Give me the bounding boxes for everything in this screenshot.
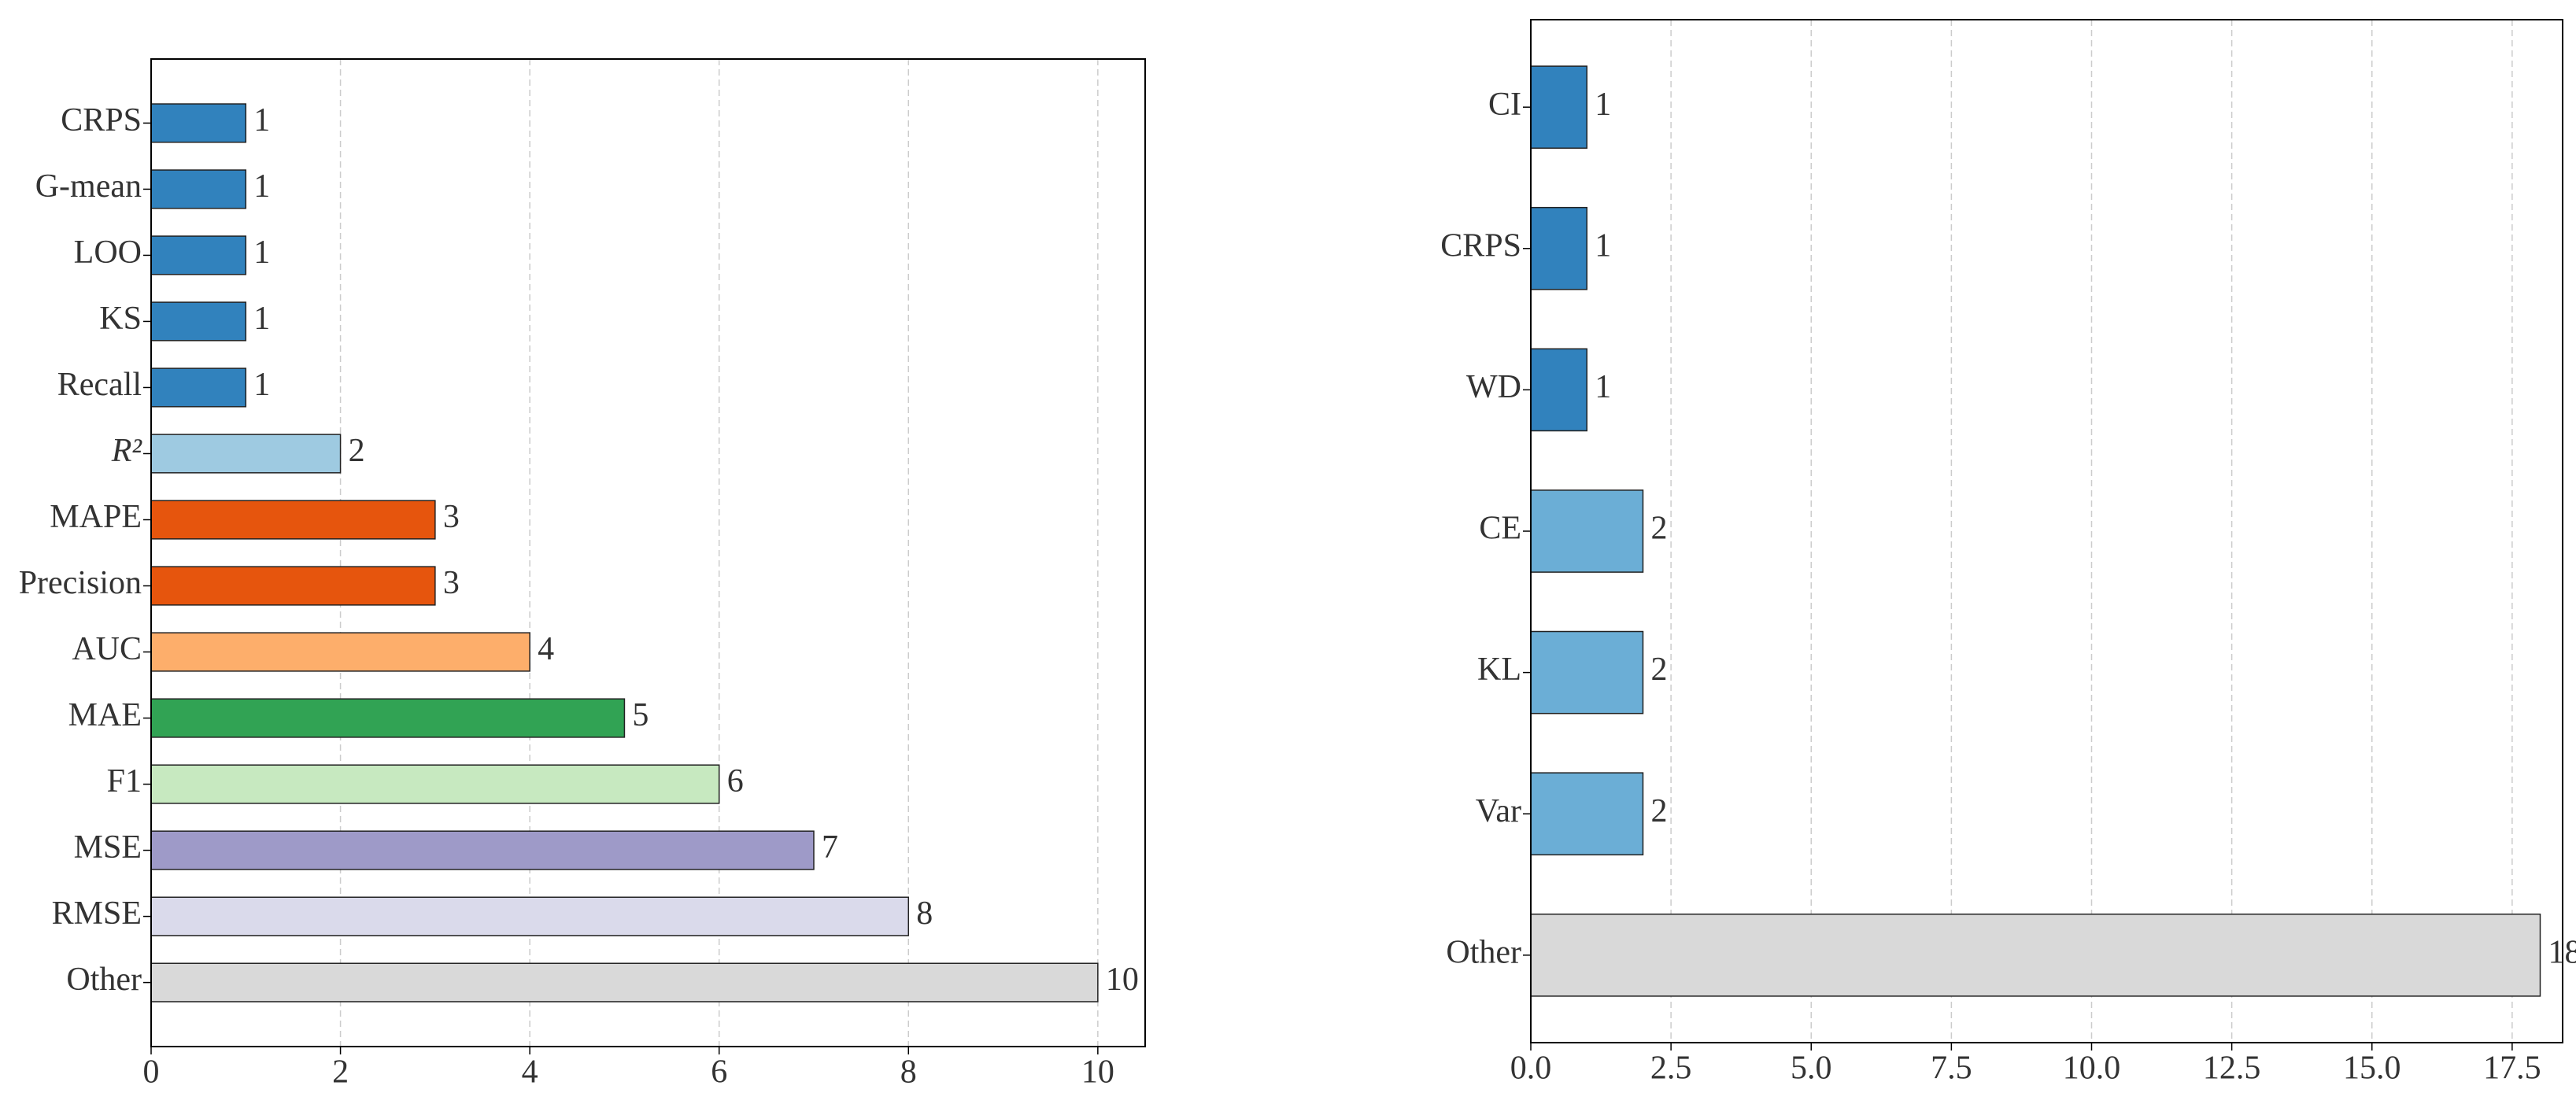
axes-frame: [1530, 19, 2563, 1043]
y-tick-label: F1: [107, 763, 142, 799]
value-label: 7: [822, 829, 838, 866]
value-label: 6: [727, 763, 744, 799]
y-tick-label: Other: [1446, 934, 1521, 970]
value-label: 1: [253, 234, 270, 271]
bar: [150, 698, 626, 738]
value-label: 2: [1651, 793, 1668, 829]
bar: [150, 500, 436, 540]
value-label: 3: [443, 499, 460, 535]
value-label: 1: [253, 301, 270, 337]
y-tick-label: MAPE: [50, 499, 142, 535]
bar: [1530, 772, 1644, 856]
y-tick-label: CRPS: [61, 102, 142, 138]
value-label: 2: [1651, 652, 1668, 688]
y-tick-label: R²: [111, 433, 143, 469]
bar: [150, 962, 1099, 1003]
bar: [150, 632, 530, 672]
value-label: 1: [253, 168, 270, 205]
value-label: 1: [1595, 87, 1611, 123]
value-label: 3: [443, 565, 460, 601]
x-tick-label: 5.0: [1791, 1051, 1832, 1087]
y-tick-label: CE: [1479, 511, 1521, 547]
y-tick-label: Precision: [19, 565, 142, 601]
y-tick-label: AUC: [72, 631, 142, 667]
y-tick-label: CRPS: [1440, 227, 1521, 264]
value-label: 1: [1595, 227, 1611, 264]
axes-frame: [150, 58, 1146, 1047]
value-label: 2: [1651, 511, 1668, 547]
bar: [150, 566, 436, 606]
y-tick-label: G-mean: [35, 168, 142, 205]
bar: [150, 367, 247, 408]
x-tick-label: 0: [143, 1054, 160, 1091]
y-tick-label: WD: [1466, 369, 1521, 405]
bar: [1530, 65, 1587, 150]
x-tick-label: 15.0: [2343, 1051, 2401, 1087]
x-tick-label: 8: [900, 1054, 917, 1091]
bar: [1530, 348, 1587, 432]
value-label: 4: [538, 631, 554, 667]
bar: [150, 301, 247, 342]
x-tick-label: 12.5: [2203, 1051, 2261, 1087]
x-tick-label: 4: [522, 1054, 538, 1091]
bar: [1530, 489, 1644, 573]
y-tick-label: Other: [66, 962, 142, 998]
bar: [1530, 913, 2541, 997]
x-tick-label: 10.0: [2063, 1051, 2121, 1087]
x-tick-label: 0.0: [1510, 1051, 1552, 1087]
x-tick-label: 2.5: [1650, 1051, 1692, 1087]
x-tick-label: 17.5: [2483, 1051, 2541, 1087]
value-label: 1: [253, 102, 270, 138]
value-label: 5: [632, 697, 649, 733]
y-tick-label: Recall: [57, 367, 142, 403]
y-tick-label: RMSE: [52, 895, 142, 932]
y-tick-label: MSE: [74, 829, 142, 866]
bar: [150, 169, 247, 209]
bar: [150, 103, 247, 143]
value-label: 1: [1595, 369, 1611, 405]
y-tick-label: Var: [1476, 793, 1521, 829]
value-label: 8: [916, 895, 933, 932]
bar: [150, 434, 342, 474]
bar: [150, 764, 720, 804]
x-tick-label: 2: [332, 1054, 349, 1091]
bar: [150, 830, 815, 870]
y-tick-label: KL: [1477, 652, 1521, 688]
y-tick-label: KS: [99, 301, 142, 337]
y-tick-label: MAE: [68, 697, 142, 733]
x-tick-label: 7.5: [1931, 1051, 1972, 1087]
value-label: 2: [349, 433, 365, 469]
bar: [150, 896, 910, 936]
bar: [150, 235, 247, 275]
value-label: 10: [1106, 962, 1139, 998]
bar: [1530, 206, 1587, 290]
value-label: 1: [253, 367, 270, 403]
x-tick-label: 10: [1081, 1054, 1114, 1091]
y-tick-label: LOO: [74, 234, 142, 271]
x-tick-label: 6: [711, 1054, 727, 1091]
y-tick-label: CI: [1488, 87, 1521, 123]
bar: [1530, 630, 1644, 715]
